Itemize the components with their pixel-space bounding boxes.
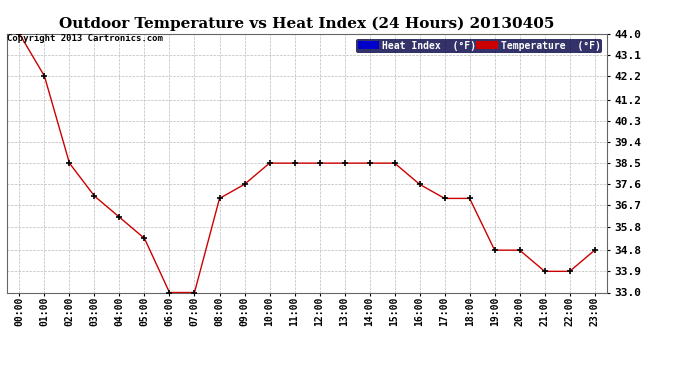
Legend: Heat Index  (°F), Temperature  (°F): Heat Index (°F), Temperature (°F): [356, 39, 602, 53]
Title: Outdoor Temperature vs Heat Index (24 Hours) 20130405: Outdoor Temperature vs Heat Index (24 Ho…: [59, 17, 555, 31]
Text: Copyright 2013 Cartronics.com: Copyright 2013 Cartronics.com: [7, 34, 163, 43]
